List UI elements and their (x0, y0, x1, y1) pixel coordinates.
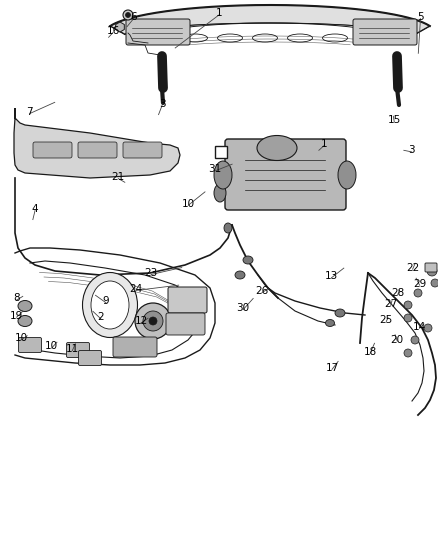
FancyBboxPatch shape (126, 19, 190, 45)
FancyBboxPatch shape (33, 142, 72, 158)
Text: 5: 5 (417, 12, 424, 22)
Text: 18: 18 (364, 347, 377, 357)
Text: 6: 6 (130, 12, 137, 22)
Circle shape (414, 289, 422, 297)
Ellipse shape (243, 256, 253, 264)
Text: 22: 22 (406, 263, 419, 272)
Polygon shape (110, 5, 430, 34)
Text: 30: 30 (237, 303, 250, 313)
Circle shape (126, 12, 131, 18)
Text: 3: 3 (408, 146, 415, 155)
FancyBboxPatch shape (166, 313, 205, 335)
Circle shape (427, 266, 437, 276)
FancyBboxPatch shape (18, 337, 42, 352)
Ellipse shape (257, 135, 297, 160)
FancyBboxPatch shape (425, 263, 437, 272)
Circle shape (143, 311, 163, 331)
Text: 8: 8 (13, 294, 20, 303)
Circle shape (404, 314, 412, 322)
Text: 17: 17 (325, 363, 339, 373)
Text: 19: 19 (10, 311, 23, 320)
Circle shape (149, 317, 157, 325)
Circle shape (123, 10, 133, 20)
Ellipse shape (18, 301, 32, 311)
FancyBboxPatch shape (113, 337, 157, 357)
Circle shape (404, 301, 412, 309)
Ellipse shape (214, 184, 226, 202)
Text: 14: 14 (413, 322, 426, 332)
Text: 10: 10 (45, 342, 58, 351)
Text: 11: 11 (66, 344, 79, 354)
Text: 26: 26 (255, 286, 268, 296)
Circle shape (411, 336, 419, 344)
Ellipse shape (338, 161, 356, 189)
Text: 10: 10 (14, 334, 28, 343)
Text: 13: 13 (325, 271, 338, 281)
Ellipse shape (18, 316, 32, 327)
Circle shape (404, 349, 412, 357)
Text: 23: 23 (145, 268, 158, 278)
Text: 27: 27 (384, 299, 397, 309)
FancyBboxPatch shape (67, 343, 89, 358)
FancyBboxPatch shape (225, 139, 346, 210)
Ellipse shape (91, 281, 129, 329)
FancyBboxPatch shape (123, 142, 162, 158)
Text: 1: 1 (321, 139, 328, 149)
Text: 21: 21 (112, 172, 125, 182)
Ellipse shape (224, 223, 232, 233)
FancyBboxPatch shape (168, 287, 207, 313)
Text: 12: 12 (134, 317, 148, 326)
Text: 29: 29 (413, 279, 426, 288)
Text: 3: 3 (159, 99, 166, 109)
Text: 9: 9 (102, 296, 110, 306)
Ellipse shape (325, 319, 335, 327)
Text: 25: 25 (380, 315, 393, 325)
FancyBboxPatch shape (215, 146, 227, 158)
Text: 1: 1 (215, 9, 223, 18)
Text: 10: 10 (182, 199, 195, 208)
Text: 24: 24 (129, 284, 142, 294)
Polygon shape (14, 108, 180, 178)
Text: 28: 28 (391, 288, 404, 298)
Ellipse shape (82, 272, 138, 337)
FancyBboxPatch shape (353, 19, 417, 45)
Circle shape (431, 279, 438, 287)
Text: 15: 15 (388, 115, 401, 125)
Text: 31: 31 (208, 165, 221, 174)
FancyBboxPatch shape (78, 142, 117, 158)
Text: 7: 7 (26, 107, 33, 117)
Ellipse shape (235, 271, 245, 279)
Ellipse shape (335, 309, 345, 317)
Text: 16: 16 (106, 26, 120, 36)
Circle shape (424, 324, 432, 332)
Text: 20: 20 (391, 335, 404, 344)
Circle shape (135, 303, 171, 339)
Text: 4: 4 (32, 204, 39, 214)
FancyBboxPatch shape (78, 351, 102, 366)
Ellipse shape (214, 161, 232, 189)
Text: 2: 2 (97, 312, 104, 322)
